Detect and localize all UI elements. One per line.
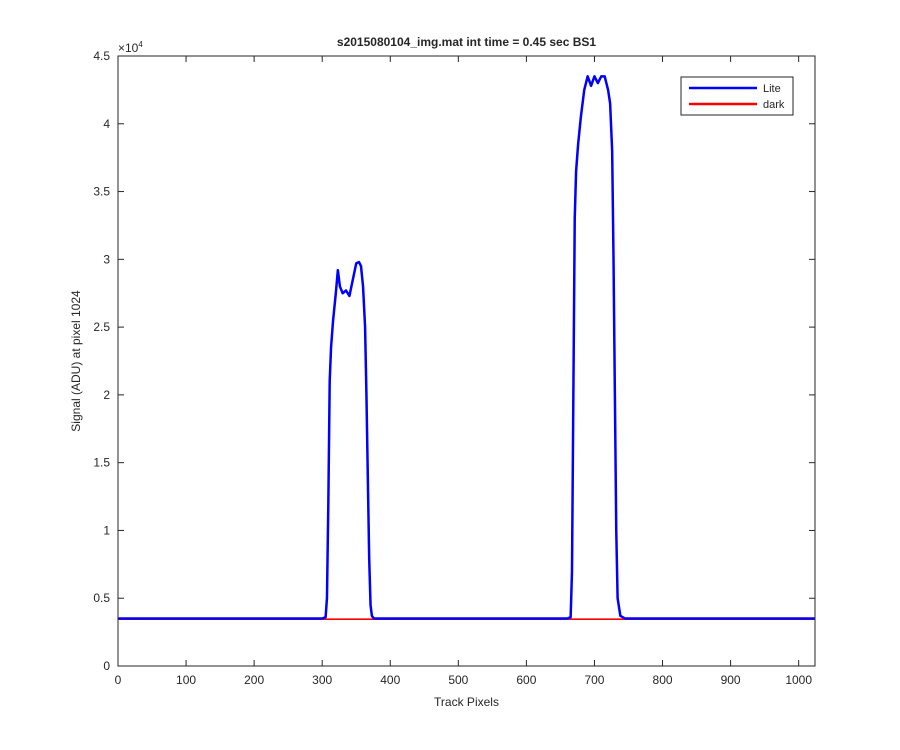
x-axis-ticks: 0 100 200 300 400 500 600 700 800 900 1000 <box>115 56 812 687</box>
y-tick-label: 0.5 <box>93 591 110 605</box>
plot-area <box>118 56 815 666</box>
x-tick-label: 800 <box>653 673 673 687</box>
x-tick-label: 500 <box>448 673 468 687</box>
x-tick-label: 700 <box>584 673 604 687</box>
series-line-lite <box>118 75 815 620</box>
y-tick-label: 0 <box>103 659 110 673</box>
y-tick-label: 4.5 <box>93 49 110 63</box>
series-layer <box>118 75 815 621</box>
y-axis-ticks: 0 0.5 1 1.5 2 2.5 3 3.5 4 4.5 <box>93 49 815 673</box>
x-tick-label: 600 <box>516 673 536 687</box>
y-tick-label: 2.5 <box>93 320 110 334</box>
x-tick-label: 400 <box>380 673 400 687</box>
legend-box <box>680 76 794 116</box>
y-axis-multiplier-base: ×10 <box>118 41 139 55</box>
y-axis-multiplier: ×104 <box>118 40 143 55</box>
legend: Lite dark <box>680 76 794 116</box>
y-tick-label: 3.5 <box>93 185 110 199</box>
y-axis-label: Signal (ADU) at pixel 1024 <box>69 290 83 432</box>
y-tick-label: 3 <box>103 252 110 266</box>
y-tick-label: 4 <box>103 117 110 131</box>
x-tick-label: 200 <box>244 673 264 687</box>
y-axis-multiplier-exponent: 4 <box>138 40 143 49</box>
plot-frame <box>117 55 816 667</box>
legend-label-dark: dark <box>763 99 785 111</box>
legend-label-lite: Lite <box>763 83 781 95</box>
chart-title: s2015080104_img.mat int time = 0.45 sec … <box>337 35 596 49</box>
y-tick-label: 1 <box>103 523 110 537</box>
x-axis-label: Track Pixels <box>434 695 499 709</box>
x-tick-label: 1000 <box>785 673 812 687</box>
y-tick-label: 2 <box>103 388 110 402</box>
x-tick-label: 100 <box>176 673 196 687</box>
x-tick-label: 900 <box>721 673 741 687</box>
y-tick-label: 1.5 <box>93 456 110 470</box>
x-tick-label: 0 <box>115 673 122 687</box>
x-tick-label: 300 <box>312 673 332 687</box>
